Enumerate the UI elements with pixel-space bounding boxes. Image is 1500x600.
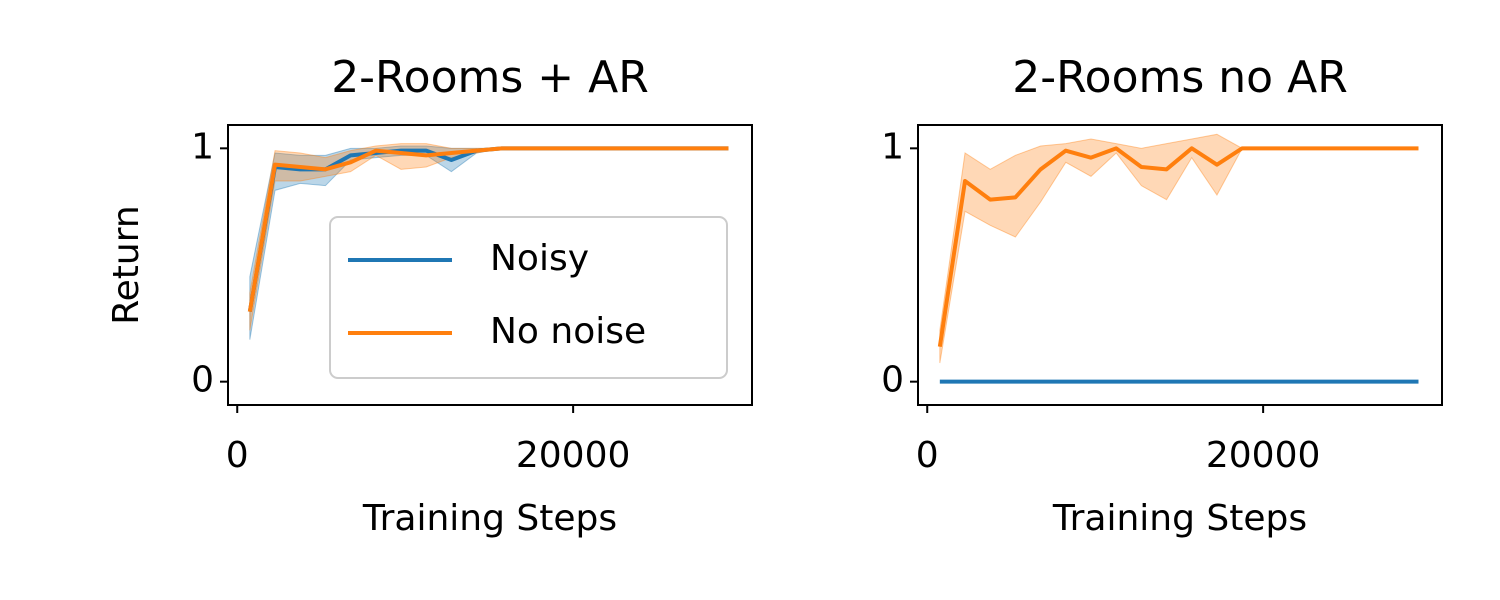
series-line <box>247 146 729 313</box>
y-axis-label: Return <box>106 205 147 324</box>
y-tick-label: 1 <box>881 126 904 167</box>
plot-frame <box>227 124 753 406</box>
legend-box <box>329 216 728 379</box>
x-tick-label: 20000 <box>1206 435 1321 476</box>
y-tick-label: 0 <box>191 360 214 401</box>
x-tick-label: 0 <box>916 435 939 476</box>
x-axis-label: Training Steps <box>1052 498 1307 539</box>
x-tick-label: 0 <box>226 435 249 476</box>
y-tick-label: 1 <box>191 126 214 167</box>
chart-title: 2-Rooms + AR <box>331 52 649 103</box>
legend-label: No noise <box>490 311 646 352</box>
plot-frame <box>917 124 1443 406</box>
x-tick-label: 20000 <box>516 435 631 476</box>
error-band <box>939 133 1419 364</box>
x-axis-label: Training Steps <box>362 498 617 539</box>
chart-title: 2-Rooms no AR <box>1012 52 1348 103</box>
y-tick-label: 0 <box>881 360 904 401</box>
legend-label: Noisy <box>490 238 589 279</box>
series-line <box>937 146 1419 347</box>
